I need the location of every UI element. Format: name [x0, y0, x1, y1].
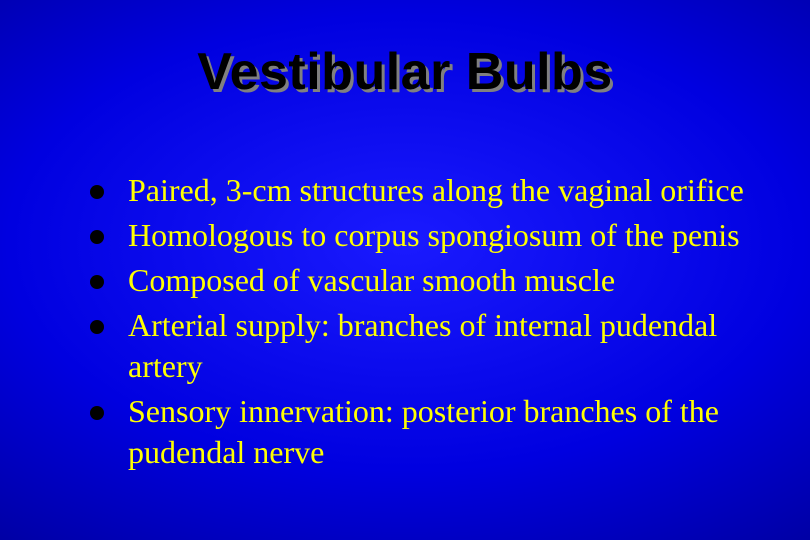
bullet-icon: [90, 406, 104, 420]
bullet-text: Sensory innervation: posterior branches …: [128, 391, 750, 473]
list-item: Arterial supply: branches of internal pu…: [90, 305, 750, 387]
slide-title: Vestibular Bulbs: [0, 42, 810, 102]
bullet-icon: [90, 230, 104, 244]
bullet-text: Arterial supply: branches of internal pu…: [128, 305, 750, 387]
bullet-icon: [90, 320, 104, 334]
bullet-icon: [90, 185, 104, 199]
bullet-text: Homologous to corpus spongiosum of the p…: [128, 215, 740, 256]
list-item: Composed of vascular smooth muscle: [90, 260, 750, 301]
bullet-text: Composed of vascular smooth muscle: [128, 260, 615, 301]
bullet-list: Paired, 3-cm structures along the vagina…: [90, 170, 750, 477]
bullet-text: Paired, 3-cm structures along the vagina…: [128, 170, 744, 211]
list-item: Homologous to corpus spongiosum of the p…: [90, 215, 750, 256]
list-item: Paired, 3-cm structures along the vagina…: [90, 170, 750, 211]
list-item: Sensory innervation: posterior branches …: [90, 391, 750, 473]
bullet-icon: [90, 275, 104, 289]
